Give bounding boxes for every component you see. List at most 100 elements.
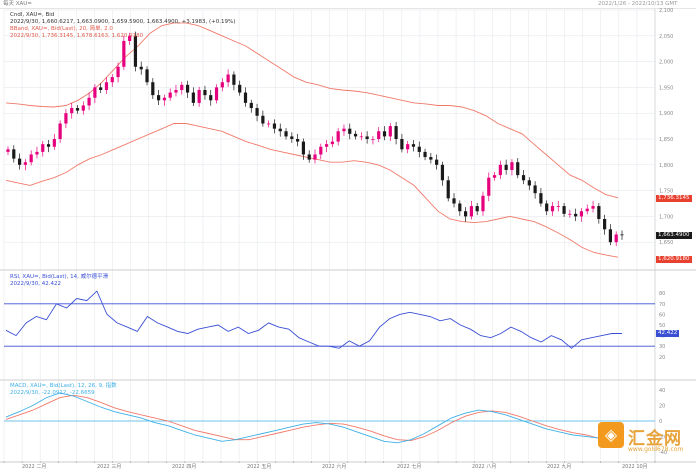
candle-body bbox=[371, 139, 375, 140]
candle-body bbox=[301, 141, 306, 155]
candle-body bbox=[614, 234, 618, 243]
candle-body bbox=[197, 89, 201, 103]
y-tick-label: 1,850 bbox=[659, 137, 673, 143]
rsi-tick-label: 20 bbox=[659, 355, 665, 361]
candle-body bbox=[52, 139, 56, 147]
candle-body bbox=[574, 213, 578, 217]
candle-body bbox=[382, 131, 387, 137]
top-left-label: 每天 XAU= bbox=[3, 1, 32, 7]
candle-body bbox=[70, 108, 74, 114]
rsi-tick-label: 50 bbox=[659, 323, 665, 329]
candle-body bbox=[550, 206, 555, 212]
candle-body bbox=[608, 229, 613, 243]
candle-body bbox=[348, 128, 352, 134]
candle-body bbox=[562, 206, 566, 214]
candle-body bbox=[238, 84, 242, 93]
rsi-tick-label: 30 bbox=[659, 344, 665, 350]
candle-body bbox=[313, 154, 317, 160]
candle-body bbox=[411, 144, 416, 147]
candle-body bbox=[516, 162, 520, 176]
main-header-line1: Cndl, XAU=, Bid bbox=[10, 12, 55, 18]
watermark-brand: 汇金网 bbox=[628, 429, 682, 449]
candle-body bbox=[359, 136, 363, 138]
macd-signal-line bbox=[5, 394, 601, 441]
candle-body bbox=[58, 123, 62, 139]
candle-body bbox=[122, 40, 126, 67]
macd-header-line2: 2022/9/30, -22.0912, -22.6659 bbox=[10, 390, 95, 396]
candle-body bbox=[243, 92, 248, 103]
candle-body bbox=[440, 164, 445, 181]
y-tick-label: 1,800 bbox=[659, 163, 673, 169]
x-tick-label: 2022 五月 bbox=[247, 464, 271, 470]
candle-body bbox=[504, 164, 508, 170]
candle-body bbox=[226, 74, 230, 83]
main-header-line2: 2022/9/30, 1,660.6217, 1,663.0900, 1,659… bbox=[10, 19, 236, 25]
candle-body bbox=[527, 180, 531, 186]
watermark-logo-icon: ◈ bbox=[598, 422, 624, 448]
candle-body bbox=[133, 35, 138, 67]
candle-body bbox=[510, 162, 514, 170]
y-tick-label: 1,650 bbox=[659, 240, 673, 246]
candle-body bbox=[377, 131, 381, 139]
candle-body bbox=[330, 141, 334, 145]
candle-body bbox=[75, 108, 80, 111]
last-price-tag: 1,663.4900 bbox=[656, 232, 692, 239]
candle-body bbox=[174, 89, 178, 93]
candle-body bbox=[46, 144, 51, 147]
rsi-tick-label: 60 bbox=[659, 312, 665, 318]
candle-body bbox=[261, 115, 265, 124]
candle-body bbox=[585, 208, 589, 212]
candle-body bbox=[365, 136, 369, 139]
candle-body bbox=[400, 139, 404, 150]
candle-body bbox=[342, 128, 346, 132]
rsi-header-line1: RSI, XAU=, Bid(Last), 14, 威尔德平滑 bbox=[10, 274, 109, 280]
candle-body bbox=[209, 95, 213, 101]
bband-lower-line bbox=[5, 123, 619, 258]
x-tick-label: 2022 四月 bbox=[172, 464, 196, 470]
x-tick-label: 2022 九月 bbox=[547, 463, 571, 470]
candle-body bbox=[568, 213, 572, 215]
candle-body bbox=[469, 206, 473, 217]
candle-body bbox=[128, 35, 132, 41]
candle-body bbox=[116, 66, 120, 78]
candle-body bbox=[307, 154, 311, 160]
top-right-label: 2022/1/26 - 2022/10/13 GMT bbox=[598, 1, 678, 7]
candle-body bbox=[157, 95, 161, 101]
candle-body bbox=[99, 87, 103, 90]
macd-header-line1: MACD, XAU=, Bid(Last), 12, 26, 9, 指数 bbox=[10, 383, 117, 389]
x-tick-label: 2022 三月 bbox=[97, 464, 121, 470]
candle-body bbox=[324, 144, 329, 147]
candle-body bbox=[336, 131, 340, 142]
candle-body bbox=[452, 198, 456, 204]
candle-body bbox=[545, 203, 549, 212]
candle-body bbox=[620, 234, 624, 236]
candle-body bbox=[249, 102, 253, 109]
candle-body bbox=[556, 206, 560, 207]
macd-tick-label: -20 bbox=[659, 435, 667, 441]
candle-body bbox=[533, 185, 537, 194]
candle-body bbox=[6, 149, 10, 152]
rsi-tick-label: 80 bbox=[659, 291, 665, 297]
candle-body bbox=[272, 123, 277, 129]
candle-body bbox=[168, 92, 172, 98]
candle-body bbox=[93, 87, 97, 98]
candle-body bbox=[492, 175, 497, 178]
candle-body bbox=[597, 206, 601, 219]
candle-body bbox=[284, 131, 288, 137]
candle-body bbox=[17, 158, 22, 165]
candle-body bbox=[203, 89, 207, 96]
y-tick-label: 1,950 bbox=[659, 85, 673, 91]
y-tick-label: 2,100 bbox=[659, 8, 673, 14]
candle-body bbox=[579, 211, 584, 217]
candle-body bbox=[406, 144, 410, 150]
candle-body bbox=[64, 113, 68, 124]
candle-body bbox=[464, 211, 468, 217]
candle-body bbox=[521, 175, 526, 181]
candle-body bbox=[81, 105, 85, 111]
candle-body bbox=[458, 203, 462, 212]
candle-body bbox=[319, 146, 323, 155]
y-tick-label: 1,750 bbox=[659, 189, 673, 195]
candle-body bbox=[29, 154, 33, 163]
candle-body bbox=[278, 128, 282, 132]
